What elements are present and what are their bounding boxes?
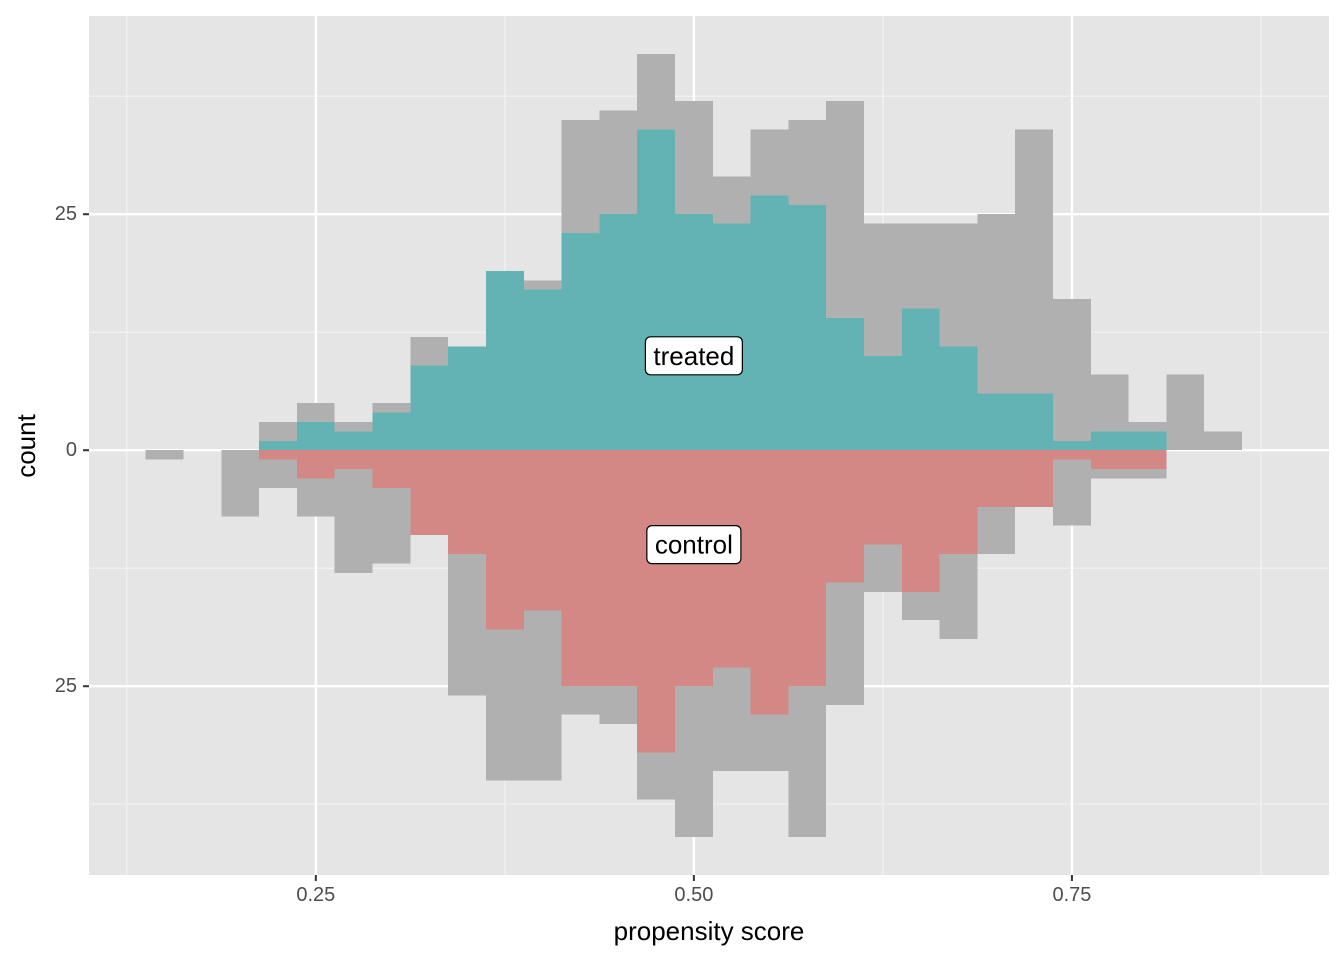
bar-treated-matched	[372, 412, 411, 451]
bar-treated-matched	[1053, 440, 1091, 451]
bar-control-all	[221, 450, 260, 517]
y-tick-label: 0	[66, 439, 77, 461]
annotation-treated: treated	[644, 336, 743, 376]
bar-control-matched	[523, 450, 562, 611]
bar-control-matched	[599, 450, 638, 687]
bar-control-all	[145, 450, 184, 460]
bar-control-matched	[939, 450, 978, 555]
bar-control-matched	[1128, 450, 1167, 470]
bar-treated-matched	[410, 365, 449, 451]
annotation-label: treated	[653, 341, 734, 371]
bar-control-matched	[334, 450, 373, 470]
bar-treated-matched	[296, 421, 335, 451]
bar-treated-matched	[788, 204, 827, 451]
bar-control-matched	[826, 450, 864, 583]
bar-control-matched	[372, 450, 411, 488]
x-tick-label: 0.75	[1052, 884, 1091, 906]
bar-treated-all	[1204, 431, 1243, 451]
bar-control-all	[1053, 450, 1091, 526]
bar-control-matched	[485, 450, 524, 630]
bar-treated-matched	[939, 346, 978, 451]
bar-treated-matched	[637, 129, 675, 451]
bar-control-matched	[750, 450, 789, 715]
annotation-box	[646, 525, 742, 565]
bar-treated-matched	[1015, 393, 1054, 451]
bar-treated-matched	[1090, 431, 1129, 451]
annotation-label: control	[655, 530, 733, 560]
bar-treated-matched	[259, 440, 297, 451]
bar-treated-all	[1166, 374, 1205, 451]
bar-control-matched	[1090, 450, 1129, 470]
bar-treated-matched	[1128, 431, 1167, 451]
bar-treated-matched	[561, 233, 600, 451]
x-axis: 0.25 0.50 0.75	[296, 875, 1091, 906]
bar-control-matched	[788, 450, 827, 687]
y-axis: 25 0 25	[55, 203, 89, 697]
bar-treated-matched	[750, 195, 789, 451]
bar-control-matched	[296, 450, 335, 479]
histogram-bars	[145, 53, 1243, 838]
x-tick-label: 0.25	[296, 884, 335, 906]
bar-control-matched	[1015, 450, 1054, 507]
bar-control-matched	[864, 450, 902, 545]
y-tick-label: 25	[55, 203, 77, 225]
bar-control-all	[334, 450, 373, 573]
bar-control-matched	[674, 450, 713, 687]
bar-treated-matched	[599, 214, 638, 451]
bar-control-matched	[259, 450, 297, 460]
bar-control-matched	[561, 450, 600, 687]
x-axis-title: propensity score	[614, 916, 805, 946]
bar-treated-matched	[826, 318, 864, 451]
bar-control-matched	[637, 450, 675, 753]
annotation-box	[644, 336, 743, 376]
y-tick-label: 25	[55, 675, 77, 697]
bar-control-matched	[410, 450, 449, 536]
bar-control-matched	[977, 450, 1016, 507]
annotation-control: control	[646, 525, 742, 565]
bar-treated-all	[1053, 299, 1091, 451]
bar-control-matched	[1053, 450, 1091, 460]
bar-treated-matched	[901, 308, 940, 451]
bar-treated-matched	[864, 355, 902, 451]
x-tick-label: 0.50	[674, 884, 713, 906]
bar-control-matched	[901, 450, 940, 592]
bar-treated-matched	[674, 214, 713, 451]
bar-treated-matched	[977, 393, 1016, 451]
bar-treated-matched	[485, 270, 524, 451]
annotations: treated control	[644, 336, 743, 565]
bar-treated-matched	[448, 346, 486, 451]
bar-treated-matched	[523, 289, 562, 451]
bar-control-matched	[448, 450, 486, 555]
bar-treated-matched	[334, 431, 373, 451]
y-axis-title: count	[11, 413, 41, 477]
